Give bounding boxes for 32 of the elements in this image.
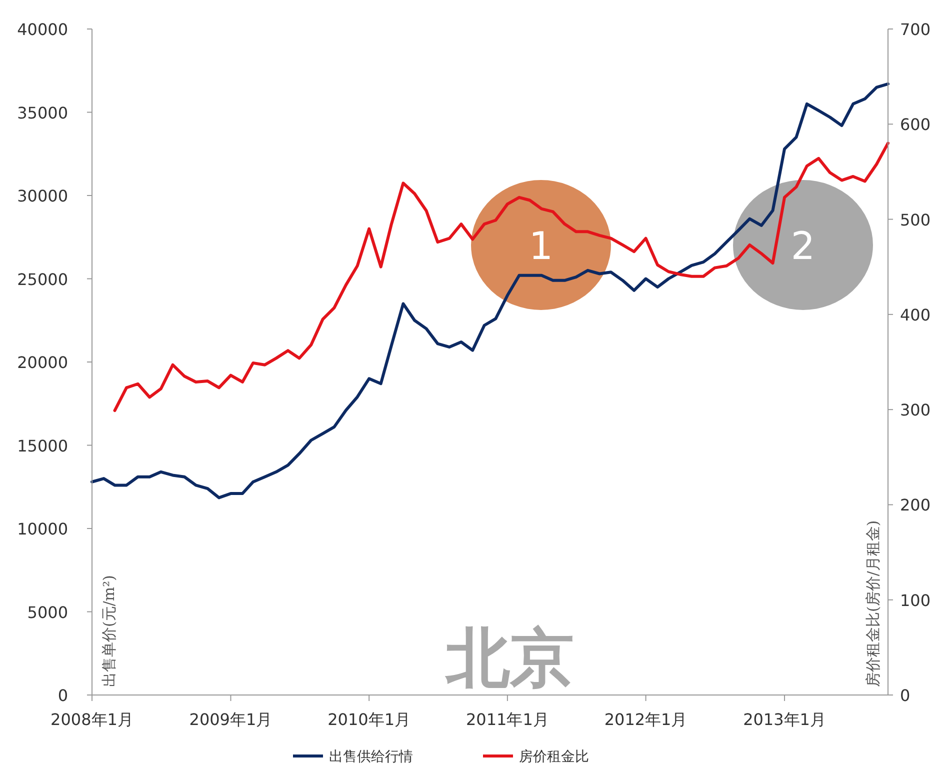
- legend-label: 房价租金比: [519, 749, 589, 764]
- y-tick-label: 10000: [17, 520, 68, 538]
- legend-label: 出售供给行情: [329, 749, 413, 764]
- y2-tick-label: 700: [900, 20, 931, 39]
- y-tick-label: 0: [58, 686, 68, 705]
- y-tick-label: 15000: [17, 436, 68, 456]
- y2-tick-label: 500: [900, 210, 931, 230]
- y-tick-label: 20000: [17, 353, 68, 372]
- y2-axis-title: 房价租金比(房价/月租金): [864, 520, 882, 687]
- y2-tick-label: 200: [900, 496, 931, 515]
- line-series: [113, 142, 890, 412]
- y-axis-title: 出售单价(元/m²): [100, 575, 118, 687]
- y-tick-label: 5000: [27, 602, 68, 622]
- annotation: 2: [790, 224, 816, 268]
- x-tick-label: 2013年1月: [743, 710, 826, 729]
- y2-tick-label: 0: [900, 686, 910, 705]
- line-series: [90, 82, 890, 500]
- x-tick-label: 2010年1月: [328, 710, 411, 729]
- x-tick-label: 2012年1月: [604, 710, 688, 729]
- y2-tick-label: 600: [900, 115, 931, 134]
- y-tick-label: 40000: [17, 20, 68, 39]
- x-tick-label: 2009年1月: [189, 710, 272, 729]
- y2-tick-label: 100: [900, 590, 931, 610]
- y-tick-label: 30000: [17, 186, 68, 206]
- x-tick-label: 2008年1月: [50, 710, 134, 729]
- y-tick-label: 25000: [17, 270, 68, 289]
- y-tick-label: 35000: [17, 103, 68, 122]
- y2-tick-label: 400: [900, 305, 931, 324]
- annotation: 北京: [444, 621, 574, 696]
- y2-tick-label: 300: [900, 400, 931, 420]
- x-tick-label: 2011年1月: [466, 710, 549, 729]
- annotation: 1: [528, 224, 554, 268]
